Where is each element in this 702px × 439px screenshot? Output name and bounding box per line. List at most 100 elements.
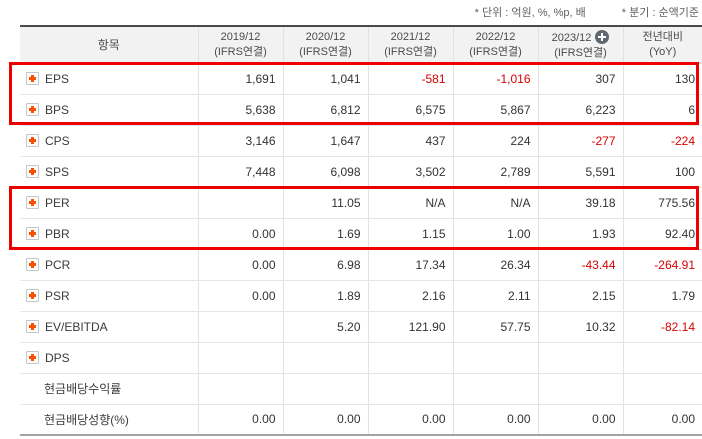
row-label-cell: 현금배당수익률 [20, 373, 199, 405]
standard-label: (IFRS연결) [469, 46, 522, 59]
value-cell: 1.93 [538, 218, 624, 250]
table-row: SPS 7,448 6,098 3,502 2,789 5,591 100 [20, 156, 702, 188]
row-label: DPS [45, 350, 70, 365]
row-label: PSR [45, 288, 70, 303]
value-cell: 3,146 [198, 125, 284, 157]
standard-label: (IFRS연결) [554, 46, 607, 59]
value-cell: 0.00 [198, 404, 284, 435]
value-cell: 0.00 [538, 404, 624, 435]
standard-label: (IFRS연결) [384, 46, 437, 59]
expand-plus-icon[interactable] [26, 102, 39, 116]
value-cell: 1,691 [198, 63, 284, 95]
value-cell: 7,448 [198, 156, 284, 188]
expand-plus-icon[interactable] [26, 257, 39, 271]
value-cell: 11.05 [283, 187, 369, 219]
value-cell: 0.00 [453, 404, 539, 435]
value-cell: -264.91 [623, 249, 702, 281]
value-cell: 1.79 [623, 280, 702, 312]
row-label: EPS [45, 71, 70, 86]
value-cell: 6,098 [283, 156, 369, 188]
value-cell: 5.20 [283, 311, 369, 343]
period-column-header: 전년대비 (YoY) [623, 26, 702, 64]
table-row: 현금배당성향(%) 0.00 0.00 0.00 0.00 0.00 0.00 [20, 404, 702, 435]
value-cell: 1,041 [283, 63, 369, 95]
expand-plus-icon[interactable] [26, 226, 39, 240]
period-label: 2019/12 [220, 31, 261, 44]
value-cell: -43.44 [538, 249, 624, 281]
value-cell: N/A [368, 187, 454, 219]
value-cell: 5,867 [453, 94, 539, 126]
expand-plus-icon[interactable] [26, 195, 39, 209]
value-cell: 224 [453, 125, 539, 157]
unit-note: * 단위 : 억원, %, %p, 배 [474, 7, 586, 19]
period-label: 2022/12 [475, 31, 516, 44]
item-column-header: 항목 [20, 26, 199, 64]
notes: * 단위 : 억원, %, %p, 배 * 분기 : 순액기준 [475, 4, 699, 20]
value-cell: 3,502 [368, 156, 454, 188]
value-cell: 2.16 [368, 280, 454, 312]
value-cell: 6,575 [368, 94, 454, 126]
row-label-cell: PBR [20, 218, 199, 250]
table-row: EPS 1,691 1,041 -581 -1,016 307 130 [20, 63, 702, 95]
row-label: CPS [45, 133, 70, 148]
expand-plus-icon[interactable] [26, 164, 39, 178]
value-cell: -82.14 [623, 311, 702, 343]
value-cell: 775.56 [623, 187, 702, 219]
row-label-cell: 현금배당성향(%) [20, 404, 199, 435]
table-row: EV/EBITDA 5.20 121.90 57.75 10.32 -82.14 [20, 311, 702, 343]
row-label: PCR [45, 257, 71, 272]
value-cell: 2,789 [453, 156, 539, 188]
value-cell [538, 373, 624, 405]
expand-plus-icon[interactable] [26, 133, 39, 147]
period-column-header: 2020/12 (IFRS연결) [283, 26, 369, 64]
standard-label: (YoY) [649, 46, 677, 59]
row-label-cell: PER [20, 187, 199, 219]
financial-ratio-table: 항목 2019/12 (IFRS연결) 2020/12 (IFRS연결) 2021/12… [20, 25, 702, 436]
header-row: 항목 2019/12 (IFRS연결) 2020/12 (IFRS연결) 2021/12… [20, 26, 702, 64]
value-cell: 1.00 [453, 218, 539, 250]
period-label: 2021/12 [390, 31, 431, 44]
table-row: PSR 0.00 1.89 2.16 2.11 2.15 1.79 [20, 280, 702, 312]
value-cell [453, 373, 539, 405]
value-cell: 0.00 [283, 404, 369, 435]
expand-plus-icon[interactable] [26, 71, 39, 85]
period-column-header: 2019/12 (IFRS연결) [198, 26, 284, 64]
row-label-cell: EPS [20, 63, 199, 95]
value-cell: 5,638 [198, 94, 284, 126]
value-cell: 1.69 [283, 218, 369, 250]
value-cell: 121.90 [368, 311, 454, 343]
value-cell: 6 [623, 94, 702, 126]
row-label-cell: DPS [20, 342, 199, 374]
expand-plus-icon[interactable] [26, 350, 39, 364]
value-cell [283, 373, 369, 405]
table-row: BPS 5,638 6,812 6,575 5,867 6,223 6 [20, 94, 702, 126]
table-row: 현금배당수익률 [20, 373, 702, 405]
value-cell: -224 [623, 125, 702, 157]
value-cell [368, 373, 454, 405]
add-column-icon[interactable] [595, 29, 610, 44]
row-label: 현금배당수익률 [44, 382, 122, 396]
value-cell: 0.00 [198, 280, 284, 312]
row-label: PER [45, 195, 70, 210]
period-column-header: 2022/12 (IFRS연결) [453, 26, 539, 64]
row-label-cell: BPS [20, 94, 199, 126]
row-label: SPS [45, 164, 70, 179]
value-cell: 6,223 [538, 94, 624, 126]
value-cell: 307 [538, 63, 624, 95]
value-cell: 0.00 [368, 404, 454, 435]
expand-plus-icon[interactable] [26, 288, 39, 302]
value-cell: N/A [453, 187, 539, 219]
value-cell: 437 [368, 125, 454, 157]
value-cell: 100 [623, 156, 702, 188]
value-cell: 26.34 [453, 249, 539, 281]
value-cell: 130 [623, 63, 702, 95]
value-cell: 6,812 [283, 94, 369, 126]
value-cell [623, 342, 702, 374]
value-cell: 92.40 [623, 218, 702, 250]
value-cell [283, 342, 369, 374]
value-cell [453, 342, 539, 374]
row-label-cell: SPS [20, 156, 199, 188]
expand-plus-icon[interactable] [26, 319, 39, 333]
standard-label: (IFRS연결) [299, 46, 352, 59]
